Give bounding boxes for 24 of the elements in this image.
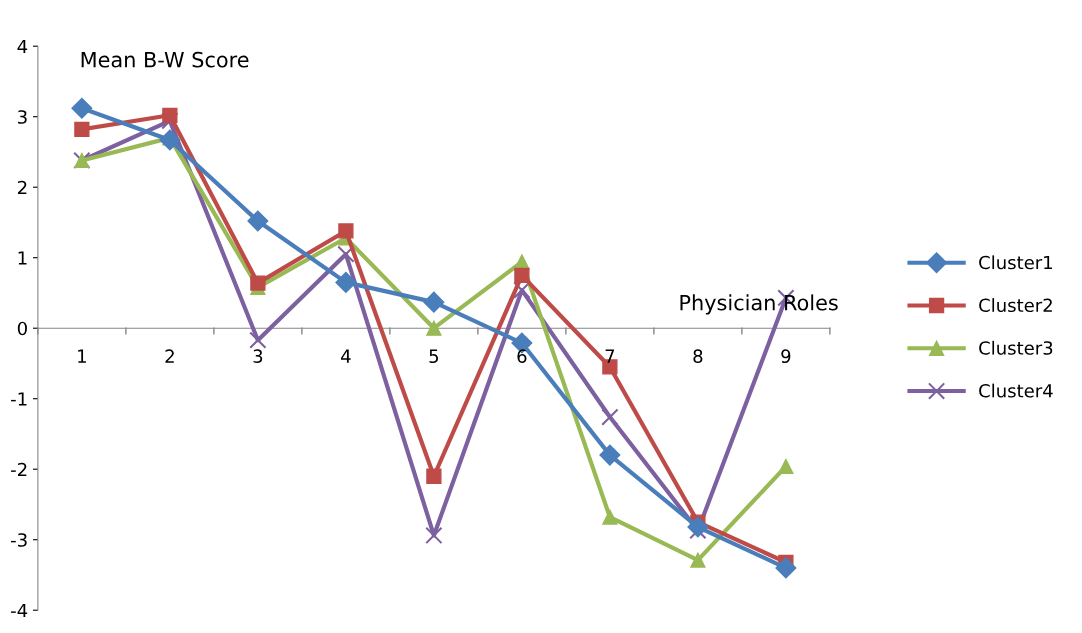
y-tick-label: -2 [11, 462, 27, 477]
y-tick-label: 0 [17, 321, 27, 336]
x-axis-title: Physician Roles [680, 294, 838, 315]
y-tick-label: -1 [11, 392, 27, 406]
x-tick-label: 7 [605, 349, 615, 363]
legend-label: Cluster1 [979, 255, 1053, 270]
legend-label: Cluster3 [979, 340, 1053, 355]
y-tick-label: -4 [11, 603, 28, 618]
x-tick-label: 9 [781, 349, 791, 364]
y-tick-label: -3 [11, 533, 27, 547]
x-tick-label: 8 [693, 349, 703, 364]
x-tick-label: 4 [341, 349, 351, 363]
x-tick-label: 1 [78, 349, 86, 363]
x-tick-label: 2 [165, 349, 174, 363]
y-tick-label: 2 [17, 180, 27, 195]
y-axis-title: Mean B-W Score [81, 51, 249, 68]
x-tick-label: 3 [253, 349, 263, 364]
x-tick-label: 5 [429, 349, 439, 364]
y-tick-label: 3 [18, 110, 27, 124]
legend-label: Cluster2 [979, 298, 1052, 313]
x-tick-label: 6 [517, 349, 527, 364]
legend-label: Cluster4 [979, 383, 1053, 398]
y-tick-label: 1 [18, 251, 27, 265]
y-tick-label: 4 [17, 39, 28, 54]
